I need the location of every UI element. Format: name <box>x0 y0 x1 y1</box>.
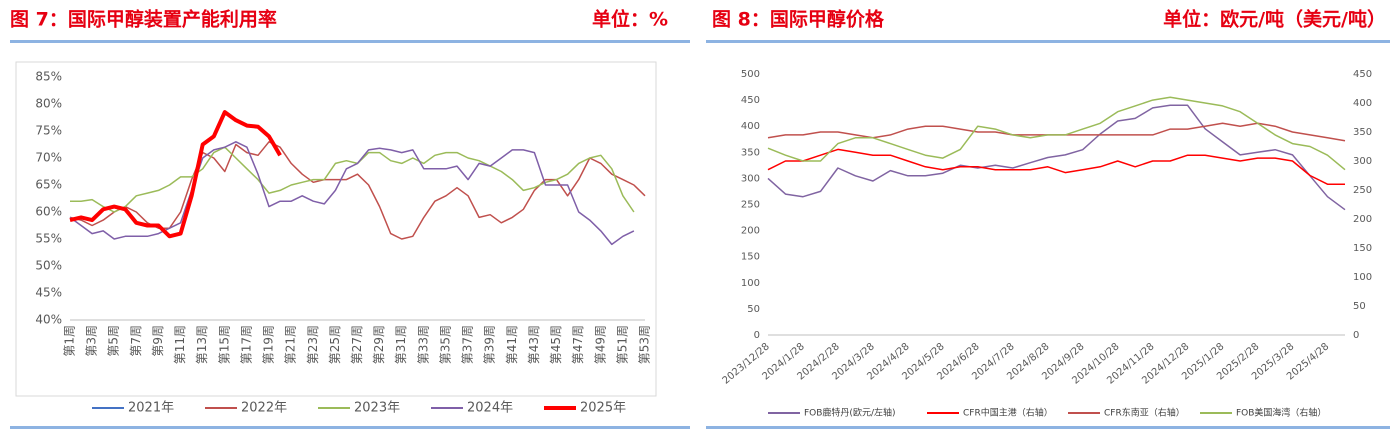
y2-tick-label: 350 <box>1353 127 1372 138</box>
x-tick-label: 第41周 <box>505 325 519 364</box>
chart-title: 图 8：国际甲醇价格 <box>712 8 885 31</box>
legend-label: 2023年 <box>354 401 400 416</box>
legend-label: FOB鹿特丹(欧元/左轴) <box>804 407 896 419</box>
x-tick-label: 第35周 <box>438 325 452 364</box>
x-tick-label: 第31周 <box>394 325 408 364</box>
x-tick-label: 第51周 <box>615 325 629 364</box>
x-tick-label: 第11周 <box>173 325 187 364</box>
x-tick-label: 第3周 <box>85 325 99 357</box>
y2-tick-label: 200 <box>1353 214 1372 225</box>
x-tick-label: 第49周 <box>593 325 607 364</box>
y-tick-label: 50% <box>35 259 62 273</box>
legend-label: CFR中国主港（右轴） <box>963 407 1053 419</box>
header-rule <box>706 40 1390 43</box>
y-tick-label: 40% <box>35 313 62 327</box>
y-tick-label: 450 <box>741 95 760 106</box>
x-tick-label: 第43周 <box>527 325 541 364</box>
legend-label: 2025年 <box>580 401 626 416</box>
x-tick-label: 第47周 <box>571 325 585 364</box>
x-tick-label: 第27周 <box>350 325 364 364</box>
y-tick-label: 85% <box>35 70 62 84</box>
chart-frame <box>15 61 657 397</box>
x-tick-label: 第45周 <box>549 325 563 364</box>
y-tick-label: 150 <box>741 252 760 263</box>
series-line <box>69 141 646 240</box>
y2-tick-label: 50 <box>1353 301 1366 312</box>
legend-label: 2021年 <box>128 401 174 416</box>
x-tick-label: 第5周 <box>107 325 121 357</box>
series-line <box>70 146 635 213</box>
y-tick-label: 250 <box>741 200 760 211</box>
y-tick-label: 350 <box>741 147 760 158</box>
unit-label: 单位：% <box>592 8 668 31</box>
chart-title: 图 7：国际甲醇装置产能利用率 <box>10 8 277 31</box>
footer-rule <box>10 426 690 429</box>
y2-tick-label: 0 <box>1353 330 1359 341</box>
y-tick-label: 75% <box>35 124 62 138</box>
unit-label: 单位：欧元/吨（美元/吨） <box>1163 8 1386 31</box>
y-tick-label: 60% <box>35 205 62 219</box>
x-tick-label: 第25周 <box>328 325 342 364</box>
y-tick-label: 45% <box>35 286 62 300</box>
y2-tick-label: 150 <box>1353 243 1372 254</box>
series-line <box>69 110 282 239</box>
x-tick-label: 第21周 <box>284 325 298 364</box>
y2-tick-label: 450 <box>1353 69 1372 80</box>
y-tick-label: 200 <box>741 226 760 237</box>
y2-tick-label: 400 <box>1353 98 1372 109</box>
y-tick-label: 300 <box>741 173 760 184</box>
series-line <box>69 141 635 246</box>
y-tick-label: 80% <box>35 97 62 111</box>
y-tick-label: 500 <box>741 69 760 80</box>
header-rule <box>10 40 690 43</box>
y-tick-label: 65% <box>35 178 62 192</box>
y-tick-label: 55% <box>35 232 62 246</box>
y2-tick-label: 250 <box>1353 185 1372 196</box>
legend-label: CFR东南亚（右轴） <box>1104 407 1185 419</box>
x-tick-label: 第9周 <box>151 325 165 357</box>
y-tick-label: 50 <box>747 304 760 315</box>
y2-tick-label: 100 <box>1353 272 1372 283</box>
x-tick-label: 第23周 <box>306 325 320 364</box>
x-tick-label: 第7周 <box>129 325 143 357</box>
x-tick-label: 第1周 <box>63 325 77 357</box>
legend-label: 2024年 <box>467 401 513 416</box>
legend-label: 2022年 <box>241 401 287 416</box>
x-tick-label: 第13周 <box>195 325 209 364</box>
x-tick-label: 第53周 <box>638 325 652 364</box>
x-tick-label: 第19周 <box>262 325 276 364</box>
y-tick-label: 0 <box>754 330 760 341</box>
x-tick-label: 第15周 <box>217 325 231 364</box>
series-line <box>767 148 1345 185</box>
series-line <box>767 104 1346 211</box>
x-tick-label: 第29周 <box>372 325 386 364</box>
x-tick-label: 第39周 <box>483 325 497 364</box>
legend-label: FOB美国海湾（右轴） <box>1236 407 1326 419</box>
series-line <box>767 96 1346 171</box>
y-tick-label: 70% <box>35 151 62 165</box>
x-tick-label: 第37周 <box>461 325 475 364</box>
x-tick-label: 第17周 <box>239 325 253 364</box>
footer-rule <box>706 426 1390 429</box>
x-tick-label: 第33周 <box>416 325 430 364</box>
y2-tick-label: 300 <box>1353 156 1372 167</box>
y-tick-label: 100 <box>741 278 760 289</box>
y-tick-label: 400 <box>741 121 760 132</box>
